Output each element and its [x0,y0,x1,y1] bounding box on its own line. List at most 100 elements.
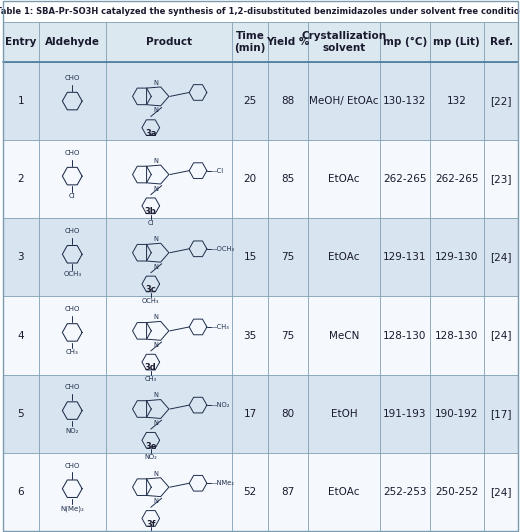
Text: 75: 75 [281,252,295,262]
Bar [308,62,380,140]
Text: Cl: Cl [69,193,75,199]
Bar [430,296,484,375]
Bar [3,218,38,296]
Bar [308,453,380,531]
Bar [106,453,232,531]
Text: MeOH/ EtOAc: MeOH/ EtOAc [309,96,379,106]
Text: Table 1: SBA-Pr-SO3H catalyzed the synthesis of 1,2-disubstituted benzimidazoles: Table 1: SBA-Pr-SO3H catalyzed the synth… [0,7,520,16]
Text: OCH₃: OCH₃ [63,271,81,277]
Text: 128-130: 128-130 [435,330,478,340]
Text: Ref.: Ref. [490,37,513,47]
Text: N: N [153,393,158,398]
Text: N(Me)₂: N(Me)₂ [60,506,84,512]
Bar [106,62,232,140]
Bar [38,296,106,375]
Text: 3: 3 [17,252,24,262]
Text: OCH₃: OCH₃ [142,298,160,304]
Bar [106,22,232,62]
Bar [380,296,430,375]
Text: Yield %: Yield % [266,37,310,47]
Bar [430,375,484,453]
Text: 3a: 3a [145,129,157,138]
Bar [232,62,268,140]
Bar [38,453,106,531]
Bar [268,375,308,453]
Text: CHO: CHO [64,384,80,390]
Bar [308,218,380,296]
Text: N: N [153,80,158,86]
Text: 4: 4 [17,330,24,340]
Text: CHO: CHO [64,462,80,469]
Text: 252-253: 252-253 [383,487,426,497]
Text: N: N [154,186,159,192]
Bar [308,375,380,453]
Bar [268,453,308,531]
Text: N: N [154,420,159,426]
Text: NO₂: NO₂ [145,454,157,460]
Text: N: N [153,236,158,242]
Text: 262-265: 262-265 [435,174,478,184]
Text: 132: 132 [447,96,467,106]
Text: EtOH: EtOH [331,409,357,419]
Bar [484,218,518,296]
Bar [232,22,268,62]
Text: [22]: [22] [490,96,512,106]
Text: Time
(min): Time (min) [234,31,266,53]
Text: 15: 15 [243,252,256,262]
Text: 191-193: 191-193 [383,409,426,419]
Text: [17]: [17] [490,409,512,419]
Bar [268,140,308,218]
Bar [430,62,484,140]
Text: 2: 2 [17,174,24,184]
Bar [232,140,268,218]
Text: Cl: Cl [148,220,154,226]
Text: EtOAc: EtOAc [328,487,360,497]
Text: Product: Product [146,37,192,47]
Bar [38,375,106,453]
Bar [38,218,106,296]
Text: Crystallization
solvent: Crystallization solvent [302,31,387,53]
Bar [484,22,518,62]
Bar [484,296,518,375]
Bar [380,375,430,453]
Bar [268,22,308,62]
Text: 3c: 3c [146,285,156,294]
Text: NO₂: NO₂ [66,428,79,434]
Text: CHO: CHO [64,228,80,234]
Text: N: N [154,342,159,348]
Bar [484,375,518,453]
Bar [232,453,268,531]
Text: 80: 80 [281,409,295,419]
Text: EtOAc: EtOAc [328,252,360,262]
Text: 3f: 3f [146,520,155,529]
Text: 88: 88 [281,96,295,106]
Bar [3,453,38,531]
Text: 3d: 3d [145,363,157,372]
Text: [23]: [23] [490,174,512,184]
Bar [106,375,232,453]
Text: [24]: [24] [490,252,512,262]
Text: 6: 6 [17,487,24,497]
Text: 129-131: 129-131 [383,252,426,262]
Bar [430,218,484,296]
Text: —NO₂: —NO₂ [211,402,230,408]
Text: 250-252: 250-252 [435,487,478,497]
Text: 130-132: 130-132 [383,96,426,106]
Bar [484,62,518,140]
Text: 129-130: 129-130 [435,252,478,262]
Text: EtOAc: EtOAc [328,174,360,184]
Bar [106,296,232,375]
Text: 1: 1 [17,96,24,106]
Text: N: N [153,314,158,320]
Bar [380,218,430,296]
Text: —Cl: —Cl [211,168,224,173]
Text: MeCN: MeCN [329,330,359,340]
Bar [232,296,268,375]
Text: 128-130: 128-130 [383,330,426,340]
Bar [106,140,232,218]
Bar [380,62,430,140]
Bar [268,296,308,375]
Bar [380,453,430,531]
Bar [232,375,268,453]
Bar [308,296,380,375]
